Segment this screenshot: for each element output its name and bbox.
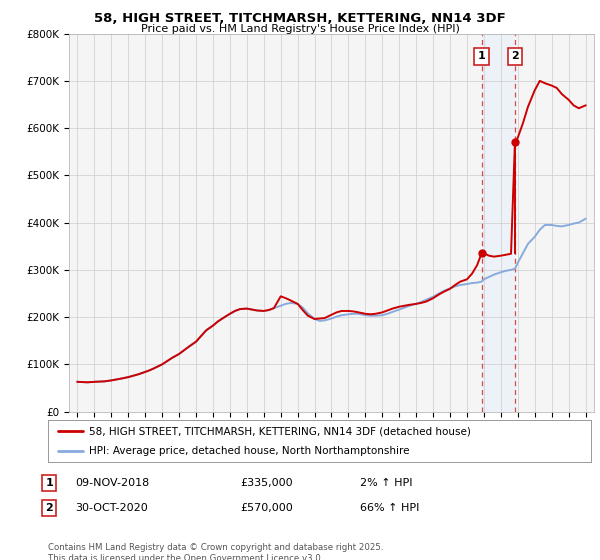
- Text: £570,000: £570,000: [240, 503, 293, 513]
- Text: 58, HIGH STREET, TITCHMARSH, KETTERING, NN14 3DF (detached house): 58, HIGH STREET, TITCHMARSH, KETTERING, …: [89, 426, 470, 436]
- Bar: [482, 34, 515, 412]
- Text: Price paid vs. HM Land Registry's House Price Index (HPI): Price paid vs. HM Land Registry's House …: [140, 24, 460, 34]
- Text: 30-OCT-2020: 30-OCT-2020: [75, 503, 148, 513]
- Text: 1: 1: [46, 478, 53, 488]
- Text: 1: 1: [478, 52, 485, 61]
- Text: Contains HM Land Registry data © Crown copyright and database right 2025.
This d: Contains HM Land Registry data © Crown c…: [48, 543, 383, 560]
- Text: £335,000: £335,000: [240, 478, 293, 488]
- Text: 2: 2: [511, 52, 519, 61]
- Text: HPI: Average price, detached house, North Northamptonshire: HPI: Average price, detached house, Nort…: [89, 446, 409, 456]
- Text: 2% ↑ HPI: 2% ↑ HPI: [360, 478, 413, 488]
- Text: 2: 2: [46, 503, 53, 513]
- Text: 09-NOV-2018: 09-NOV-2018: [75, 478, 149, 488]
- Text: 66% ↑ HPI: 66% ↑ HPI: [360, 503, 419, 513]
- Text: 58, HIGH STREET, TITCHMARSH, KETTERING, NN14 3DF: 58, HIGH STREET, TITCHMARSH, KETTERING, …: [94, 12, 506, 25]
